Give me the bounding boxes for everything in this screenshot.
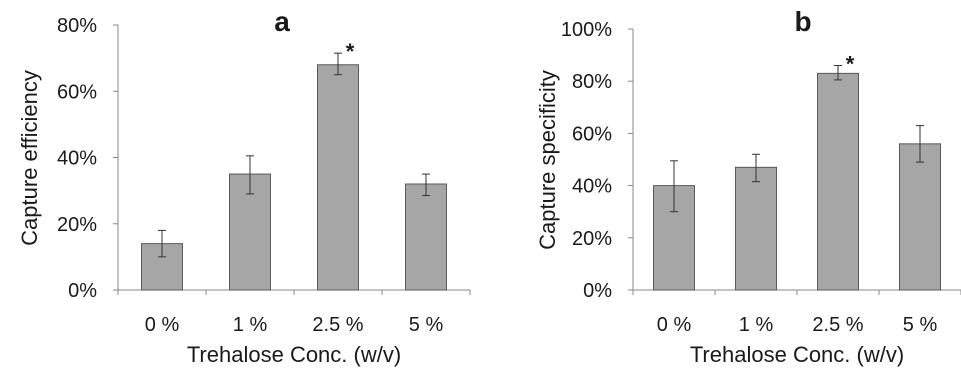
bar	[405, 183, 447, 291]
x-tick-label: 0 %	[145, 314, 180, 336]
y-tick-label: 60%	[57, 81, 97, 103]
x-axis-label: Trehalose Conc. (w/v)	[690, 342, 904, 367]
x-tick-label: 1 %	[739, 314, 774, 336]
x-tick-label: 1 %	[233, 314, 268, 336]
x-tick-label: 0 %	[657, 314, 692, 336]
y-tick-label: 20%	[572, 228, 612, 250]
significance-marker: *	[346, 39, 355, 64]
bar	[735, 166, 777, 291]
significance-marker: *	[846, 52, 855, 77]
y-tick-label: 0%	[68, 280, 97, 302]
x-tick-label: 2.5 %	[312, 314, 363, 336]
panel-label: a	[274, 6, 290, 37]
bar	[317, 64, 359, 291]
bar	[899, 143, 941, 291]
y-tick-label: 40%	[57, 148, 97, 170]
y-tick-label: 80%	[57, 15, 97, 37]
y-axis-label: Capture efficiency	[17, 70, 42, 246]
y-tick-label: 20%	[57, 214, 97, 236]
y-tick-label: 80%	[572, 71, 612, 93]
y-tick-label: 60%	[572, 123, 612, 145]
y-tick-label: 100%	[561, 19, 612, 41]
x-tick-label: 2.5 %	[812, 314, 863, 336]
bar	[817, 72, 859, 291]
y-axis-label: Capture specificity	[535, 70, 560, 250]
panel-b: 0% 20% 40% 60% 80% 100% 0 % 1 % * 2.5 % 5 % b Trehal…	[535, 6, 961, 367]
panel-label: b	[794, 6, 811, 37]
y-tick-label: 0%	[583, 280, 612, 302]
x-axis-label: Trehalose Conc. (w/v)	[187, 342, 401, 367]
x-tick-label: 5 %	[409, 314, 444, 336]
x-tick-label: 5 %	[903, 314, 938, 336]
y-tick-label: 40%	[572, 176, 612, 198]
panel-a: 0% 20% 40% 60% 80% 0 % 1 % * 2.5 % 5 % a Trehalose …	[17, 6, 471, 367]
